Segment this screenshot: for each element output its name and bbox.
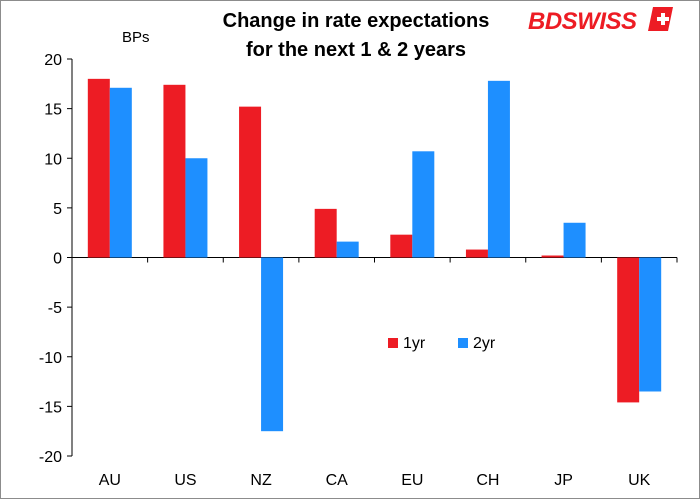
x-tick-label: NZ [250, 472, 272, 489]
bar-2yr-us [185, 158, 208, 258]
legend-swatch-2yr [458, 338, 468, 348]
y-tick-label: -5 [48, 300, 62, 317]
bar-2yr-nz [261, 257, 284, 432]
x-tick-label: JP [554, 472, 573, 489]
bar-2yr-uk [639, 257, 662, 392]
bar-1yr-eu [390, 234, 413, 258]
bar-2yr-eu [412, 151, 435, 258]
bar-1yr-uk [617, 257, 640, 403]
y-tick-label: 10 [44, 151, 62, 168]
bar-1yr-ch [465, 249, 488, 258]
y-tick-label: 0 [53, 251, 62, 268]
bar-1yr-ca [314, 208, 337, 258]
legend-label-1yr: 1yr [403, 335, 426, 352]
bar-1yr-nz [239, 106, 262, 258]
y-axis-label: BPs [122, 29, 150, 46]
x-tick-label: US [174, 472, 196, 489]
bar-2yr-ch [487, 80, 510, 258]
y-tick-label: 20 [44, 52, 62, 69]
brand-name-bd: BD [528, 8, 562, 35]
y-tick-label: -15 [39, 399, 62, 416]
x-tick-label: CA [326, 472, 349, 489]
x-tick-label: CH [476, 472, 499, 489]
x-tick-label: EU [401, 472, 423, 489]
bar-1yr-us [163, 84, 186, 258]
bar-1yr-au [87, 78, 110, 258]
chart-title-line-2: for the next 1 & 2 years [246, 39, 466, 61]
y-tick-label: 15 [44, 102, 62, 119]
legend-label-2yr: 2yr [473, 335, 496, 352]
legend-swatch-1yr [388, 338, 398, 348]
x-tick-label: AU [99, 472, 121, 489]
svg-text:BDSWISS: BDSWISS [528, 8, 637, 35]
y-tick-label: -20 [39, 449, 62, 466]
chart-title-line-1: Change in rate expectations [223, 10, 490, 32]
y-tick-label: -10 [39, 350, 62, 367]
brand-name-swiss: SWISS [562, 8, 637, 35]
y-tick-label: 5 [53, 201, 62, 218]
bar-1yr-jp [541, 255, 564, 258]
brand-logo: BDSWISS [528, 7, 673, 35]
x-tick-label: UK [628, 472, 651, 489]
bar-2yr-ca [336, 241, 359, 258]
brand-flag-icon [648, 7, 673, 31]
bar-2yr-au [109, 87, 132, 258]
bar-2yr-jp [563, 222, 586, 258]
